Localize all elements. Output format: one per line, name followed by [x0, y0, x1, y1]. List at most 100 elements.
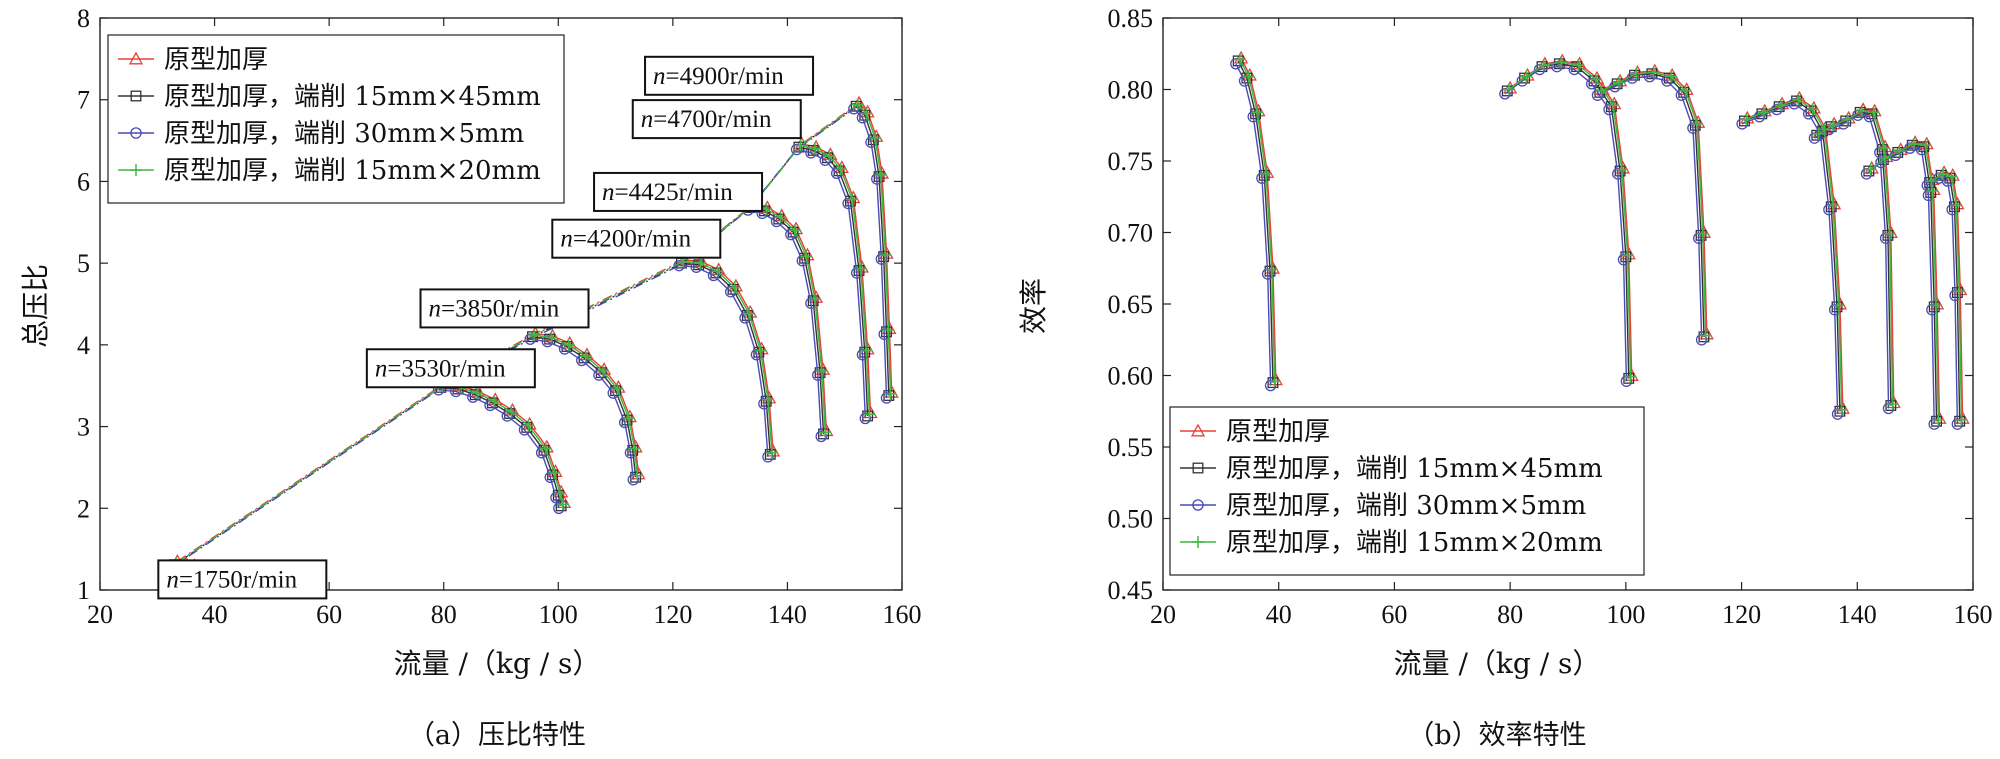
speedline: [438, 389, 560, 509]
legend-marker: [130, 127, 142, 139]
x-tick-label: 100: [539, 600, 578, 629]
data-point: [1924, 176, 1936, 188]
data-point: [812, 369, 824, 381]
data-point: [1883, 227, 1896, 240]
legend-marker: [130, 164, 142, 176]
speedline: [442, 385, 564, 505]
data-point: [522, 419, 535, 432]
data-point: [1621, 249, 1634, 262]
speedline: [747, 209, 822, 437]
data-point: [880, 392, 893, 404]
data-point: [1806, 103, 1819, 116]
data-point: [1867, 106, 1880, 119]
data-point: [743, 307, 756, 320]
data-point: [1551, 60, 1563, 73]
speed-value: =3530r/min: [387, 355, 506, 382]
data-point: [1944, 172, 1956, 184]
x-tick-label: 160: [1954, 600, 1993, 629]
y-tick-label: 8: [77, 4, 90, 33]
data-point: [758, 397, 770, 410]
data-point: [1264, 379, 1277, 392]
data-point: [1949, 289, 1961, 302]
data-point: [1852, 109, 1864, 121]
speedline: [530, 338, 635, 480]
data-point: [1954, 415, 1966, 427]
data-point: [790, 143, 803, 156]
x-tick-label: 120: [1722, 600, 1761, 629]
data-point: [1951, 418, 1964, 430]
data-point: [1823, 203, 1835, 216]
ylabel-pressure-ratio: 总压比: [19, 264, 52, 348]
y-tick-label: 0.75: [1108, 147, 1154, 176]
y-tick-label: 0.45: [1108, 576, 1154, 605]
data-point: [1499, 88, 1511, 100]
data-point: [1537, 59, 1550, 72]
data-point: [860, 107, 873, 120]
data-point: [627, 444, 639, 456]
data-point: [1612, 168, 1624, 180]
speedline: [1747, 97, 1844, 409]
speed-label-text: n=1750r/min: [166, 566, 297, 593]
data-point: [1879, 152, 1892, 165]
legend-entry: 原型加厚，端削 15mm×20mm: [1226, 528, 1603, 558]
data-point: [1687, 122, 1699, 134]
data-point: [1516, 75, 1529, 87]
speedline: [1239, 59, 1276, 382]
data-point: [770, 215, 783, 228]
data-point: [1617, 253, 1630, 266]
speed-label: n=4900r/min: [644, 55, 815, 96]
speedline: [1814, 114, 1890, 409]
speedline: [751, 205, 826, 433]
data-point: [1825, 201, 1837, 213]
data-point: [853, 265, 865, 276]
speed-label-box: [593, 171, 764, 212]
data-point: [622, 412, 635, 425]
data-point: [627, 473, 640, 486]
speed-label: n=3850r/min: [419, 288, 590, 329]
data-point: [488, 395, 501, 408]
data-point: [1256, 172, 1268, 184]
data-point: [1802, 108, 1815, 120]
y-tick-label: 0.85: [1108, 4, 1154, 33]
data-point: [1615, 163, 1628, 176]
data-point: [1929, 299, 1942, 312]
data-point: [1875, 156, 1887, 169]
data-point: [1695, 229, 1707, 241]
speed-label-text: n=4425r/min: [602, 179, 733, 206]
speed-symbol: n: [166, 566, 179, 593]
speedline: [1240, 57, 1277, 380]
data-point: [1854, 106, 1866, 118]
data-point: [1945, 170, 1958, 183]
data-point: [815, 365, 828, 378]
legend-entry: 原型加厚，端削 30mm×5mm: [1226, 491, 1586, 521]
data-point: [878, 251, 890, 263]
y-tick-label: 2: [77, 494, 90, 523]
data-point: [1629, 69, 1640, 81]
legend-marker: [1192, 536, 1204, 548]
series-2: [1230, 58, 1964, 430]
data-point: [1907, 137, 1920, 150]
data-point: [1679, 84, 1692, 97]
speed-value: =4425r/min: [615, 179, 734, 206]
y-tick-label: 0.55: [1108, 433, 1154, 462]
speed-symbol: n: [641, 106, 654, 133]
data-point: [884, 387, 897, 400]
data-point: [1832, 299, 1845, 312]
speed-label-box: [419, 288, 590, 329]
speed-label-text: n=4700r/min: [641, 106, 772, 133]
data-point: [518, 424, 531, 436]
data-point: [879, 248, 892, 261]
data-point: [1863, 165, 1875, 177]
data-point: [1936, 167, 1949, 180]
data-point: [1886, 398, 1899, 411]
legend-marker: [1190, 423, 1206, 437]
data-point: [552, 489, 564, 501]
data-point: [1788, 98, 1800, 110]
legend-entry: 原型加厚，端削 15mm×20mm: [164, 156, 541, 186]
y-tick-label: 5: [77, 249, 90, 278]
speed-label: n=1750r/min: [157, 559, 328, 600]
data-point: [1612, 76, 1625, 89]
y-tick-label: 0.70: [1108, 219, 1154, 248]
xlabel-efficiency: 流量 /（kg / s）: [1394, 647, 1601, 680]
